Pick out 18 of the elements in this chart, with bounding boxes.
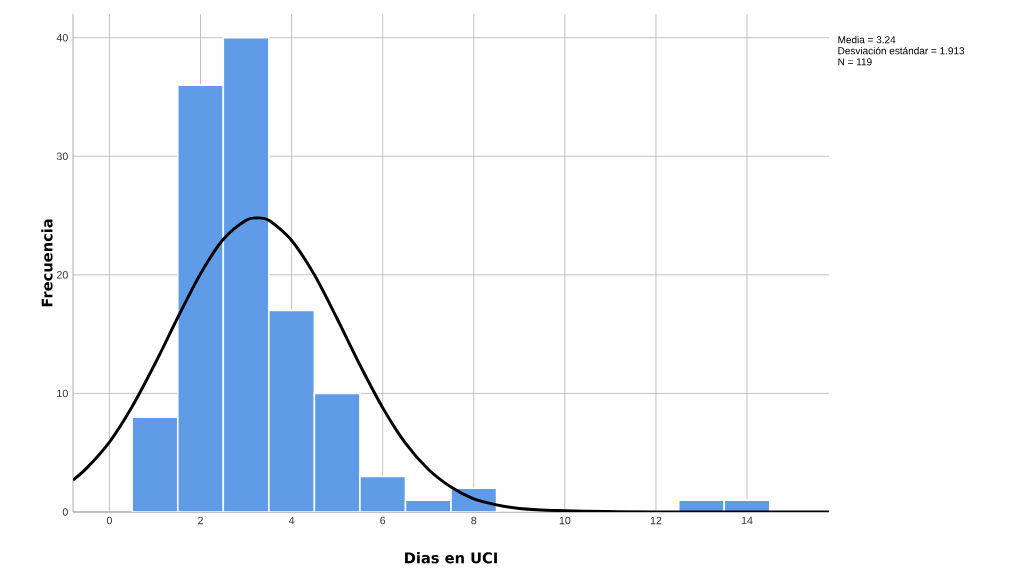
x-tick-label: 12 [650, 516, 662, 525]
text: Desviación estándar = 1.913 [838, 46, 965, 55]
y-axis-title: Frecuencia [41, 219, 53, 307]
x-tick-label: 4 [288, 516, 295, 525]
x-tick-label: 10 [559, 516, 571, 525]
y-tick-label: 10 [57, 389, 68, 398]
x-tick-label: 2 [198, 516, 203, 525]
text: N = 119 [838, 58, 872, 66]
x-tick-label: 0 [106, 516, 112, 525]
x-tick-label: 14 [741, 516, 753, 525]
y-tick-label: 40 [56, 33, 68, 42]
x-axis-title: Dias en UCI [405, 552, 497, 564]
y-tick-label: 20 [56, 271, 68, 279]
y-tick-label: 30 [56, 152, 68, 161]
x-tick-label: 6 [380, 516, 386, 525]
x-tick-label: 8 [471, 516, 477, 525]
text: Media = 3.24 [838, 35, 896, 44]
y-tick-label: 0 [62, 508, 68, 516]
